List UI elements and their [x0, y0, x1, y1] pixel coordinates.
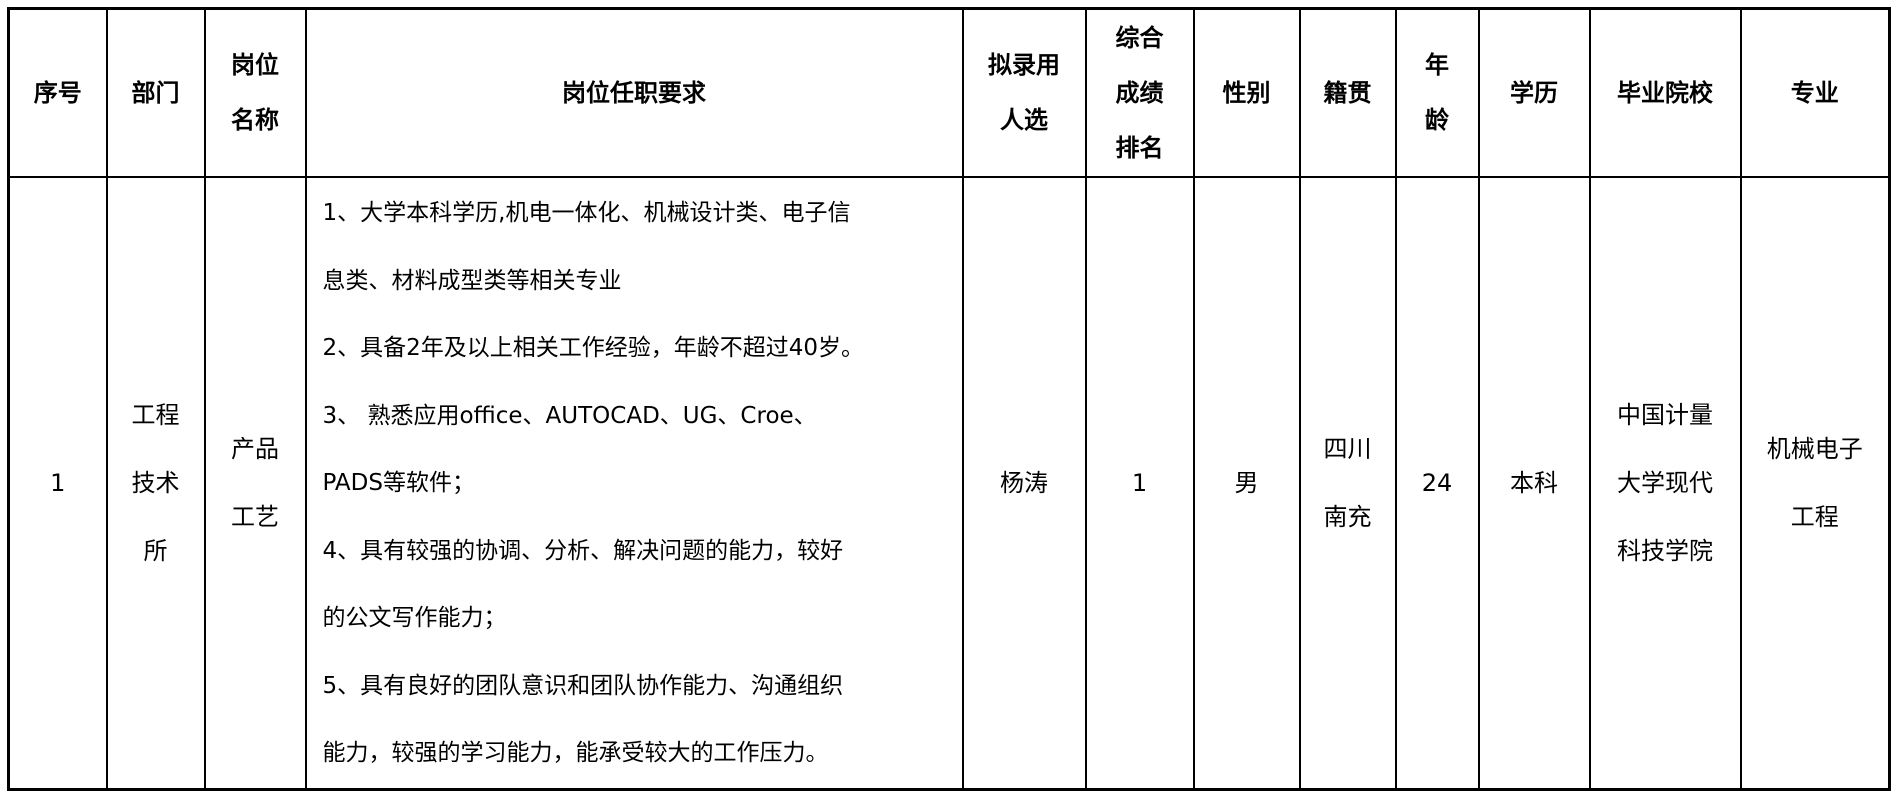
cell-text: 工艺 — [231, 502, 279, 531]
header-rank: 综合 成绩 排名 — [1084, 7, 1195, 178]
header-candidate: 拟录用 人选 — [961, 7, 1087, 178]
header-text: 序号 — [33, 78, 82, 107]
cell-text: 大学现代 — [1617, 468, 1713, 497]
header-text: 名称 — [231, 106, 279, 134]
header-text: 年 — [1425, 51, 1449, 79]
cell-text: 技术 — [131, 468, 180, 497]
header-text: 性别 — [1222, 78, 1271, 107]
header-position: 岗位 名称 — [203, 7, 307, 178]
header-text: 人选 — [1000, 106, 1048, 134]
header-text: 成绩 — [1115, 78, 1164, 107]
header-education: 学历 — [1477, 7, 1591, 178]
requirement-line: 1、大学本科学历,机电一体化、机械设计类、电子信 — [322, 200, 851, 226]
header-text: 籍贯 — [1323, 78, 1372, 107]
requirement-line: PADS等软件； — [322, 470, 475, 496]
header-text: 岗位任职要求 — [562, 78, 706, 107]
cell-text: 产品 — [231, 434, 279, 463]
requirement-line: 2、具备2年及以上相关工作经验，年龄不超过40岁。 — [322, 335, 865, 361]
cell-gender: 男 — [1192, 176, 1301, 790]
header-major: 专业 — [1739, 7, 1891, 178]
header-text: 部门 — [131, 78, 180, 107]
header-row: 序号 部门 岗位 名称 岗位任职要求 拟录用 人选 综合 成绩 排名 性别 籍贯 年龄 … — [7, 7, 1891, 178]
header-text: 毕业院校 — [1617, 78, 1713, 107]
cell-school: 中国计量大学现代科技学院 — [1588, 176, 1742, 790]
header-text: 排名 — [1115, 133, 1164, 162]
requirement-line: 能力，较强的学习能力，能承受较大的工作压力。 — [322, 740, 829, 766]
cell-index: 1 — [7, 176, 108, 790]
requirement-line: 的公文写作能力； — [322, 605, 507, 631]
cell-education: 本科 — [1477, 176, 1591, 790]
cell-age: 24 — [1394, 176, 1480, 790]
cell-origin: 四川 南充 — [1298, 176, 1397, 790]
cell-text: 工程 — [1790, 502, 1839, 531]
cell-text: 四川 — [1323, 434, 1372, 463]
header-age: 年龄 — [1394, 7, 1480, 178]
header-text: 岗位 — [231, 51, 279, 79]
header-text: 学历 — [1510, 78, 1558, 107]
header-text: 龄 — [1425, 106, 1449, 134]
header-index: 序号 — [7, 7, 108, 178]
cell-major: 机械电子 工程 — [1739, 176, 1891, 790]
cell-text: 工程 — [131, 400, 180, 429]
header-text: 综合 — [1115, 23, 1164, 52]
header-text: 拟录用 — [988, 51, 1060, 79]
cell-candidate: 杨涛 — [961, 176, 1087, 790]
candidate-table: 序号 部门 岗位 名称 岗位任职要求 拟录用 人选 综合 成绩 排名 性别 籍贯 年龄 … — [7, 7, 1891, 791]
header-requirements: 岗位任职要求 — [304, 7, 964, 178]
header-origin: 籍贯 — [1298, 7, 1397, 178]
requirement-line: 5、具有良好的团队意识和团队协作能力、沟通组织 — [322, 672, 844, 699]
cell-text: 所 — [143, 536, 168, 565]
cell-text: 南充 — [1323, 502, 1372, 531]
cell-rank: 1 — [1084, 176, 1195, 790]
requirement-line: 息类、材料成型类等相关专业 — [322, 267, 622, 294]
cell-text: 机械电子 — [1766, 434, 1863, 463]
cell-text: 中国计量 — [1617, 400, 1713, 429]
requirement-line: 4、具有较强的协调、分析、解决问题的能力，较好 — [322, 537, 844, 564]
requirement-line: 3、 熟悉应用office、AUTOCAD、UG、Croe、 — [322, 402, 817, 429]
table-row: 1 工程 技术所 产品 工艺 1、大学本科学历,机电一体化、机械设计类、电子信 息类… — [7, 176, 1891, 790]
cell-requirements: 1、大学本科学历,机电一体化、机械设计类、电子信 息类、材料成型类等相关专业 2… — [304, 176, 964, 790]
header-school: 毕业院校 — [1588, 7, 1742, 178]
header-department: 部门 — [105, 7, 206, 178]
header-gender: 性别 — [1192, 7, 1301, 178]
cell-department: 工程 技术所 — [105, 176, 206, 790]
cell-text: 科技学院 — [1617, 536, 1713, 565]
header-text: 专业 — [1790, 78, 1839, 107]
cell-position: 产品 工艺 — [203, 176, 307, 790]
